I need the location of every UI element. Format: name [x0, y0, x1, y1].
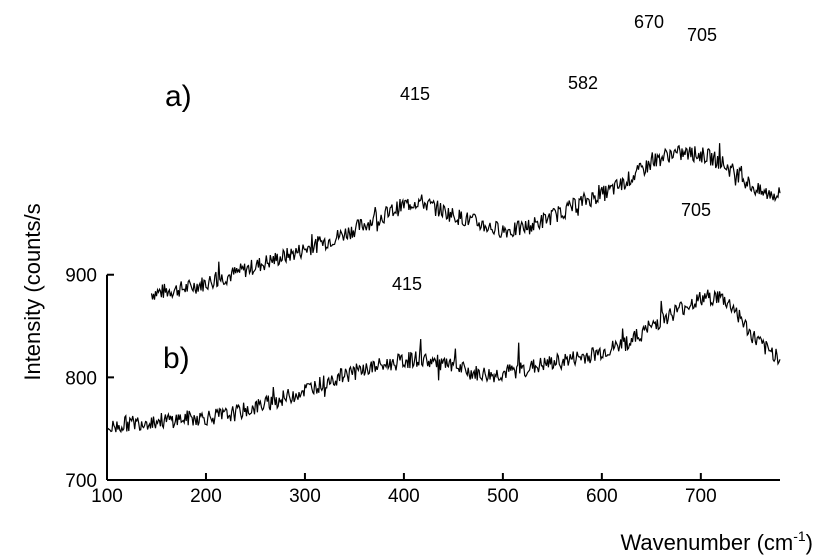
peak-label: 670: [634, 12, 664, 32]
series-line-b: [106, 289, 781, 434]
x-tick-label: 100: [91, 486, 123, 507]
x-tick-label: 700: [685, 486, 717, 507]
x-axis-title-sup: -1: [793, 528, 806, 544]
peak-label: 415: [392, 274, 422, 294]
y-axis-title: Intensity (counts/s: [20, 203, 45, 380]
labels-group: a) b) 415 582 670 705 415 705: [163, 12, 717, 375]
x-axis-title: Wavenumber (cm-1): [620, 528, 813, 555]
peak-label: 705: [681, 200, 711, 220]
ticks: 100 200 300 400 500 600 700 700 800 900: [65, 266, 716, 507]
x-tick-label: 400: [388, 486, 420, 507]
x-tick-label: 300: [289, 486, 321, 507]
x-tick-label: 500: [487, 486, 519, 507]
x-axis-title-main: Wavenumber (cm: [620, 530, 793, 555]
x-tick-label: 200: [190, 486, 222, 507]
series-label-b: b): [163, 342, 190, 375]
series-label-a: a): [165, 80, 192, 113]
peak-label: 415: [400, 84, 430, 104]
x-tick-label: 600: [586, 486, 618, 507]
y-tick-label: 800: [65, 368, 97, 389]
peak-label: 582: [568, 73, 598, 93]
series-group: [106, 143, 781, 434]
peak-label: 705: [687, 25, 717, 45]
series-line-a: [150, 143, 781, 300]
y-tick-label: 700: [65, 471, 97, 492]
x-axis-title-end: ): [806, 530, 813, 555]
y-tick-label: 900: [65, 266, 97, 287]
